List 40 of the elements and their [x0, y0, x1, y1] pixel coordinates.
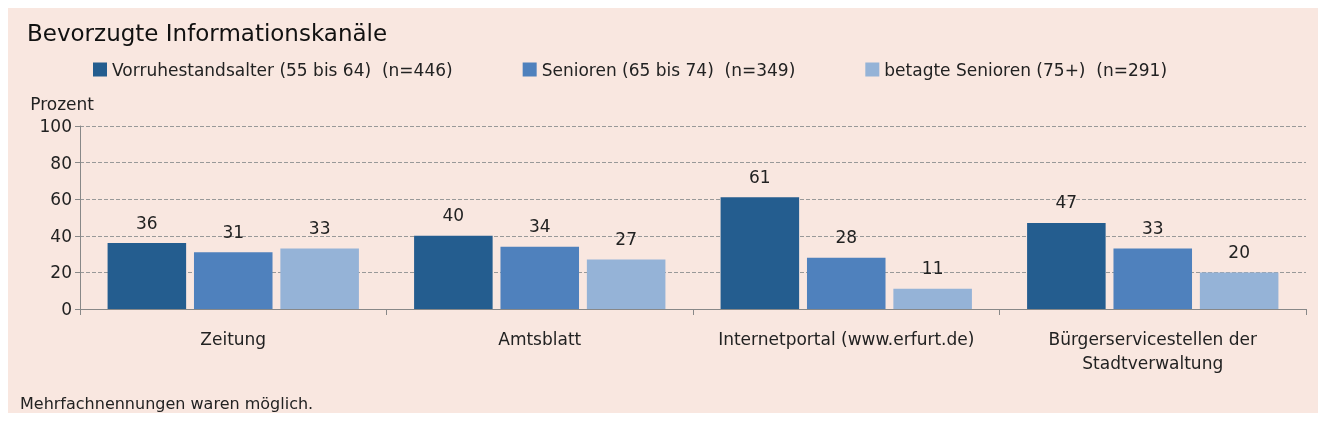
- data-label: 31: [222, 221, 245, 242]
- x-tick-label: Zeitung: [200, 329, 267, 349]
- data-label: 27: [615, 229, 637, 250]
- y-tick-label: 80: [50, 152, 72, 173]
- bar: [1199, 272, 1279, 309]
- x-tick-label: Bürgerservicestellen der Stadtverwaltung: [1048, 329, 1258, 373]
- data-label: 47: [1055, 192, 1078, 213]
- chart-title: Bevorzugte Informationskanäle: [27, 19, 388, 46]
- data-label: 36: [136, 212, 158, 233]
- data-label: 33: [1141, 218, 1164, 239]
- data-label: 34: [528, 216, 551, 237]
- legend-label: betagte Senioren (75+) (n=291): [884, 59, 1168, 80]
- bar: [414, 235, 493, 309]
- legend-label: Vorruhestandsalter (55 bis 64) (n=446): [112, 59, 453, 80]
- bar: [280, 248, 359, 309]
- bar: [1027, 222, 1106, 309]
- y-tick-label: 100: [39, 116, 72, 136]
- bar: [720, 197, 800, 309]
- bar: [500, 246, 580, 309]
- bar: [107, 243, 187, 309]
- text: Mehrfachnennungen waren möglich.: [20, 393, 314, 413]
- data-label: 33: [308, 218, 331, 239]
- data-label: 11: [921, 258, 944, 279]
- x-tick-label: Internetportal (www.erfurt.de): [718, 329, 975, 349]
- bar: [806, 257, 886, 309]
- bar: [586, 259, 666, 309]
- y-tick-label: 20: [50, 262, 72, 283]
- data-label: 61: [749, 166, 771, 187]
- bar: [193, 252, 273, 309]
- data-label: 20: [1228, 241, 1250, 262]
- bar: [1113, 248, 1193, 309]
- y-axis-title: Prozent: [30, 93, 95, 114]
- y-tick-label: 0: [61, 299, 72, 319]
- x-tick-label: Amtsblatt: [498, 329, 582, 349]
- y-tick-label: 40: [50, 225, 72, 246]
- data-label: 28: [835, 227, 858, 248]
- data-label: 40: [442, 205, 465, 226]
- legend-label: Senioren (65 bis 74) (n=349): [541, 59, 796, 80]
- bar: [893, 288, 972, 309]
- y-tick-label: 60: [50, 189, 72, 210]
